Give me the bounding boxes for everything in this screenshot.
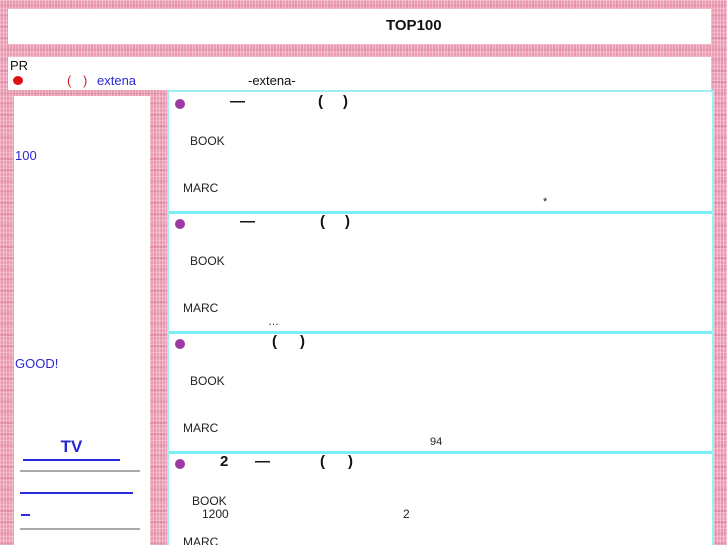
entry-title-paren-close: ) [348, 453, 353, 470]
entry-title-dash[interactable]: — [240, 213, 255, 230]
ranking-list: — ( ) BOOK MARC * — ( ) BOOK MARC … ( ) … [167, 90, 714, 545]
entry-title-paren-close: ) [343, 93, 348, 110]
pr-banner: PR ( ) extena -extena- [8, 57, 711, 90]
pr-extena-link[interactable]: extena [97, 73, 137, 88]
entry-bullet-icon [175, 339, 185, 349]
entry-title-paren-close: ) [300, 333, 305, 350]
entry-note: 94 [430, 436, 443, 448]
entry-marc-text: MARC [183, 535, 219, 545]
entry-note: … [268, 316, 279, 328]
entry-title-paren-close: ) [345, 213, 350, 230]
entry-separator [169, 451, 712, 454]
entry-bullet-icon [175, 219, 185, 229]
sidebar-dash-link[interactable] [21, 514, 30, 516]
entry-price: 1200 [202, 507, 229, 521]
entry-marc-text: MARC [183, 421, 219, 435]
entry-book-text: BOOK [190, 254, 225, 268]
sidebar: 100 GOOD! TV [14, 96, 150, 545]
red-bullet-icon [13, 76, 23, 85]
entry-title-dash[interactable]: — [230, 93, 245, 110]
title-bar: TOP100 [8, 9, 711, 44]
entry-bullet-icon [175, 459, 185, 469]
pr-paren-open: ( [67, 73, 72, 88]
sidebar-link-100[interactable]: 100 [15, 148, 37, 163]
sidebar-divider [20, 528, 140, 530]
entry-marc-text: MARC [183, 181, 219, 195]
entry-qty: 2 [403, 507, 410, 521]
sidebar-underlined-link[interactable] [20, 492, 133, 494]
entry-book-text: BOOK [190, 374, 225, 388]
entry-book-text: BOOK [190, 134, 225, 148]
sidebar-divider [20, 470, 140, 472]
pr-paren-close: ) [83, 73, 88, 88]
entry-separator [169, 331, 712, 334]
entry-rank: 2 [220, 453, 229, 470]
entry-bullet-icon [175, 99, 185, 109]
entry-title-paren-open: ( [320, 453, 325, 470]
pr-suffix-text: -extena- [248, 73, 296, 88]
ranking-entry-4: 2 — ( ) BOOK 1200 2 MARC [169, 453, 712, 545]
entry-title-paren-open: ( [320, 213, 325, 230]
ranking-entry-3: ( ) BOOK MARC 94 [169, 333, 712, 456]
entry-marc-text: MARC [183, 301, 219, 315]
page-title: TOP100 [386, 17, 442, 34]
entry-note: * [543, 196, 548, 208]
ranking-entry-1: — ( ) BOOK MARC * [169, 93, 712, 216]
entry-title-dash[interactable]: — [255, 453, 270, 470]
sidebar-link-good[interactable]: GOOD! [15, 356, 59, 371]
entry-title-paren-open: ( [318, 93, 323, 110]
ranking-entry-2: — ( ) BOOK MARC … [169, 213, 712, 336]
sidebar-link-tv[interactable]: TV [23, 437, 120, 461]
entry-separator [169, 211, 712, 214]
entry-title-paren-open: ( [272, 333, 277, 350]
pr-label: PR [10, 58, 29, 73]
entry-book-text: BOOK [192, 494, 227, 508]
